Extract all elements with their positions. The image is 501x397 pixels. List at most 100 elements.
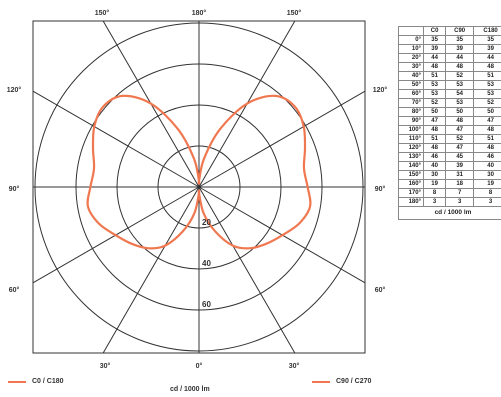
angle-tick-labels: 20 40 60 150° 180° 150° 120° 120° 90° 90° 60° 60° 30… [7, 9, 388, 370]
table-row: 130° 46 45 46 [398, 152, 501, 162]
table-angle-cell: 60° [398, 89, 424, 99]
table-value-cell: 53 [473, 80, 501, 90]
polar-spoke-120 [198, 90, 366, 188]
table-value-cell: 47 [445, 143, 475, 153]
table-angle-cell: 30° [398, 62, 424, 72]
polar-spoke-330 [102, 186, 200, 354]
angle-label-top-right: 150° [287, 9, 302, 17]
table-value-cell: 48 [445, 116, 475, 126]
table-row: 70° 52 53 52 [398, 98, 501, 108]
angle-label-bottom-right: 30° [289, 362, 300, 370]
table-value-cell: 40 [473, 161, 501, 171]
table-value-cell: 47 [473, 116, 501, 126]
table-value-cell: 48 [445, 62, 475, 72]
table-value-cell: 53 [422, 89, 447, 99]
table-angle-cell: 120° [398, 143, 424, 153]
angle-label-upper-right: 120° [373, 86, 388, 94]
table-row: 100° 48 47 48 [398, 125, 501, 135]
table-value-cell: 39 [422, 44, 447, 54]
table-header-row: C0 C90 C180 [398, 26, 501, 36]
table-value-cell: 53 [473, 89, 501, 99]
table-value-cell: 53 [445, 80, 475, 90]
table-value-cell: 51 [473, 134, 501, 144]
table-angle-cell: 40° [398, 71, 424, 81]
table-value-cell: 19 [422, 179, 447, 189]
table-value-cell: 44 [445, 53, 475, 63]
table-angle-cell: 180° [398, 197, 424, 207]
ring-label-40: 40 [202, 259, 211, 268]
table-value-cell: 31 [445, 170, 475, 180]
table-row: 10° 39 39 39 [398, 44, 501, 54]
angle-label-mid-right: 90° [375, 185, 386, 193]
table-footer-unit: cd / 1000 lm [398, 206, 501, 220]
table-value-cell: 48 [422, 143, 447, 153]
table-value-cell: 50 [445, 107, 475, 117]
intensity-curves [86, 94, 312, 250]
table-value-cell: 35 [422, 35, 447, 45]
table-col-header: C90 [445, 26, 475, 36]
table-value-cell: 52 [445, 71, 475, 81]
table-row: 40° 51 52 51 [398, 71, 501, 81]
angle-label-mid-left: 90° [9, 185, 20, 193]
legend-c0-label: C0 / C180 [32, 378, 64, 385]
table-angle-cell: 10° [398, 44, 424, 54]
table-value-cell: 51 [473, 71, 501, 81]
table-value-cell: 8 [473, 188, 501, 198]
table-value-cell: 35 [473, 35, 501, 45]
table-col-header: C180 [473, 26, 501, 36]
table-body: 0° 35 35 35 10° 39 39 39 20° 44 44 44 30° 48 48 48 40° 51… [398, 35, 501, 207]
table-row: 80° 50 50 50 [398, 107, 501, 117]
legend-c90-label: C90 / C270 [336, 378, 372, 385]
table-row: 120° 48 47 48 [398, 143, 501, 153]
table-angle-cell: 70° [398, 98, 424, 108]
table-value-cell: 39 [445, 44, 475, 54]
table-row: 160° 19 18 19 [398, 179, 501, 189]
table-angle-cell: 80° [398, 107, 424, 117]
table-row: 170° 8 7 8 [398, 188, 501, 198]
intensity-table: C0 C90 C180 0° 35 35 35 10° 39 39 39 20° 44 44 44 30° 4… [398, 26, 501, 220]
table-row: 110° 51 52 51 [398, 134, 501, 144]
table-value-cell: 46 [473, 152, 501, 162]
table-row: 30° 48 48 48 [398, 62, 501, 72]
table-value-cell: 39 [445, 161, 475, 171]
table-angle-cell: 0° [398, 35, 424, 45]
angle-label-lower-left: 60° [9, 286, 20, 294]
table-value-cell: 54 [445, 89, 475, 99]
table-value-cell: 48 [422, 125, 447, 135]
ring-label-20: 20 [202, 218, 211, 227]
table-row: 180° 3 3 3 [398, 197, 501, 207]
table-angle-cell: 150° [398, 170, 424, 180]
table-row: 20° 44 44 44 [398, 53, 501, 63]
angle-label-top-center: 180° [192, 9, 207, 17]
polar-luminous-intensity-chart: 20 40 60 150° 180° 150° 120° 120° 90° 90° 60° 60° 30… [7, 9, 388, 370]
legend-c0-c180: C0 / C180 [8, 378, 64, 385]
table-value-cell: 48 [473, 62, 501, 72]
angle-label-upper-left: 120° [7, 86, 22, 94]
table-value-cell: 46 [422, 152, 447, 162]
angle-label-top-left: 150° [95, 9, 110, 17]
table-row: 90° 47 48 47 [398, 116, 501, 126]
table-value-cell: 35 [445, 35, 475, 45]
table-footer-row: cd / 1000 lm [398, 206, 501, 220]
table-value-cell: 51 [422, 71, 447, 81]
table-row: 150° 30 31 30 [398, 170, 501, 180]
table-row: 50° 53 53 53 [398, 80, 501, 90]
table-value-cell: 47 [422, 116, 447, 126]
table-value-cell: 45 [445, 152, 475, 162]
table-value-cell: 8 [422, 188, 447, 198]
table-value-cell: 53 [445, 98, 475, 108]
table-angle-cell: 160° [398, 179, 424, 189]
table-row: 140° 40 39 40 [398, 161, 501, 171]
table-value-cell: 30 [422, 170, 447, 180]
table-value-cell: 47 [445, 125, 475, 135]
table-value-cell: 7 [445, 188, 475, 198]
table-value-cell: 30 [473, 170, 501, 180]
legend-c0-swatch [8, 380, 26, 383]
table-angle-cell: 50° [398, 80, 424, 90]
table-value-cell: 52 [422, 98, 447, 108]
table-value-cell: 44 [422, 53, 447, 63]
angle-label-bottom-center: 0° [196, 362, 203, 370]
table-angle-cell: 100° [398, 125, 424, 135]
table-value-cell: 51 [422, 134, 447, 144]
table-value-cell: 53 [422, 80, 447, 90]
